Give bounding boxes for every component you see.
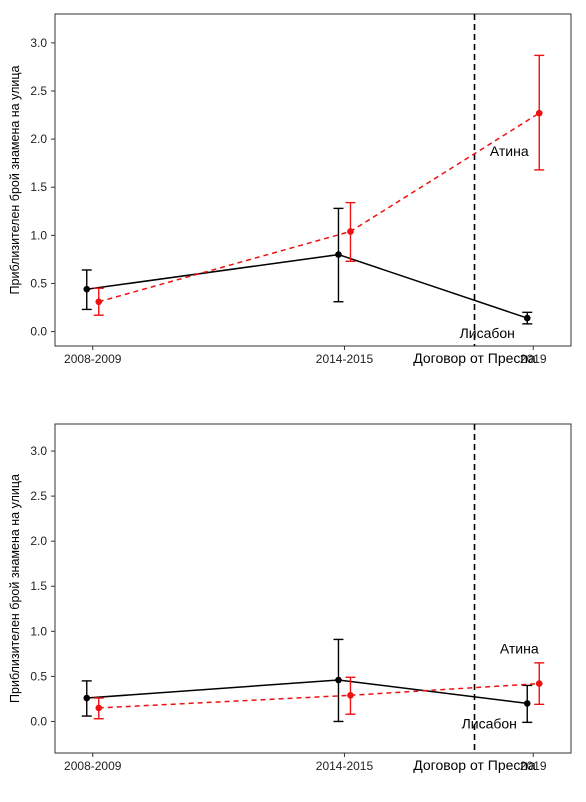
x-tick-label: 2014-2015 (316, 352, 374, 366)
chart-panel-top: 0.0 0.5 1.0 1.5 2.0 2.5 3.0 2008-2009 2014-2015 2… (0, 0, 586, 380)
chart-panel-bottom: 0.0 0.5 1.0 1.5 2.0 2.5 3.0 2008-2009 2014-2015 2… (0, 410, 586, 800)
y-axis-label: Приблизителен брой знамена на улица (8, 65, 22, 294)
x-tick-label: 2008-2009 (64, 352, 122, 366)
data-point (83, 694, 91, 702)
x-tick-label: 2014-2015 (316, 759, 374, 773)
data-point (335, 676, 342, 684)
data-point (535, 109, 543, 117)
plot-area (54, 13, 572, 347)
y-tick-label: 2.5 (30, 489, 47, 503)
data-point (523, 314, 531, 322)
x-tick-label: 2008-2009 (64, 759, 122, 773)
data-point (95, 704, 103, 712)
y-tick-label: 1.5 (30, 180, 47, 194)
y-tick-label: 2.0 (30, 132, 47, 146)
event-label: Договор от Преспа (413, 350, 536, 366)
y-tick-label: 0.0 (30, 325, 47, 339)
series-label-athens: Атина (500, 641, 539, 657)
chart-bottom: 0.0 0.5 1.0 1.5 2.0 2.5 3.0 2008-2009 2014-2015 2… (8, 423, 572, 773)
plot-area (54, 423, 572, 754)
event-label: Договор от Преспа (413, 757, 536, 773)
series-label-athens: Атина (490, 143, 529, 159)
data-point (347, 692, 354, 699)
series-label-lisbon: Лисабон (462, 715, 517, 731)
y-tick-label: 0.5 (30, 669, 47, 683)
y-tick-label: 1.5 (30, 579, 47, 593)
data-point (523, 700, 531, 707)
y-tick-label: 1.0 (30, 624, 47, 638)
y-tick-label: 3.0 (30, 36, 47, 50)
series-label-lisbon: Лисабон (460, 325, 515, 341)
y-tick-label: 0.0 (30, 714, 47, 728)
y-tick-label: 1.0 (30, 228, 47, 242)
y-tick-label: 2.0 (30, 534, 47, 548)
x-tick-label: 2019 (520, 759, 547, 773)
data-point (335, 251, 342, 258)
data-point (535, 680, 543, 687)
data-point (95, 298, 103, 306)
y-axis-label: Приблизителен брой знамена на улица (8, 474, 22, 703)
chart-top: 0.0 0.5 1.0 1.5 2.0 2.5 3.0 2008-2009 2014-2015 2… (8, 13, 572, 366)
data-point (83, 285, 91, 293)
y-tick-label: 2.5 (30, 84, 47, 98)
data-point (347, 228, 354, 235)
x-tick-label: 2019 (520, 352, 547, 366)
y-tick-label: 0.5 (30, 276, 47, 290)
y-tick-label: 3.0 (30, 444, 47, 458)
